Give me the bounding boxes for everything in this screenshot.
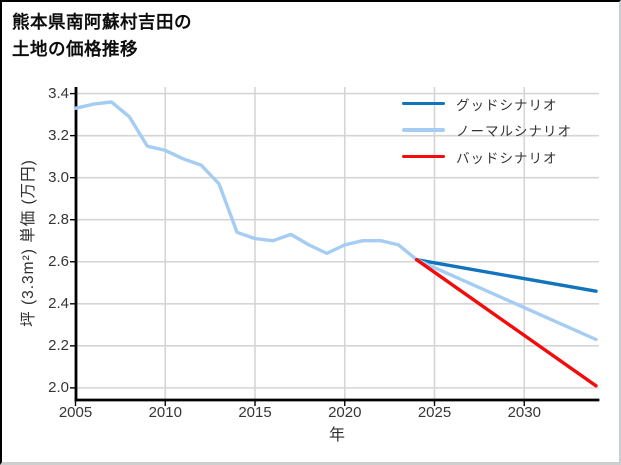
chart-title-line1: 熊本県南阿蘇村吉田の	[12, 12, 192, 32]
y-tick-label: 2.6	[48, 253, 69, 271]
good-scenario-line	[414, 258, 598, 293]
y-tick-label: 3.4	[48, 85, 69, 103]
historical-line	[73, 100, 419, 262]
y-tick-label: 3.0	[48, 169, 69, 187]
bad-scenario-line	[414, 258, 598, 388]
y-tick-label: 2.8	[48, 211, 69, 229]
x-axis-label: 年	[328, 427, 346, 444]
x-tick-label: 2025	[417, 404, 452, 421]
x-tick-label: 2030	[507, 404, 541, 421]
legend-row-bad: バッドシナリオ	[402, 147, 558, 167]
y-tick-label: 3.2	[48, 127, 69, 145]
x-tick-label: 2010	[148, 404, 182, 421]
x-tick-label: 2015	[238, 404, 272, 421]
y-tick-label: 2.2	[48, 337, 69, 355]
legend-label-bad: バッドシナリオ	[456, 150, 558, 166]
bad-scenario-swatch	[402, 154, 445, 159]
normal-scenario-line	[414, 258, 598, 342]
legend-label-normal: ノーマルシナリオ	[456, 124, 572, 139]
chart-title-line2: 土地の価格推移	[12, 39, 138, 59]
good-scenario-swatch	[402, 101, 445, 106]
chart-title: 熊本県南阿蘇村吉田の 土地の価格推移	[12, 9, 192, 63]
legend-label-good: グッドシナリオ	[456, 97, 558, 113]
y-tick-label: 2.0	[48, 379, 69, 397]
legend-row-good: グッドシナリオ	[402, 94, 558, 114]
normal-scenario-swatch	[402, 128, 445, 132]
x-tick-label: 2020	[328, 404, 362, 421]
legend-row-normal: ノーマルシナリオ	[402, 120, 572, 140]
x-tick-label: 2005	[58, 404, 93, 421]
y-tick-label: 2.4	[48, 295, 69, 313]
